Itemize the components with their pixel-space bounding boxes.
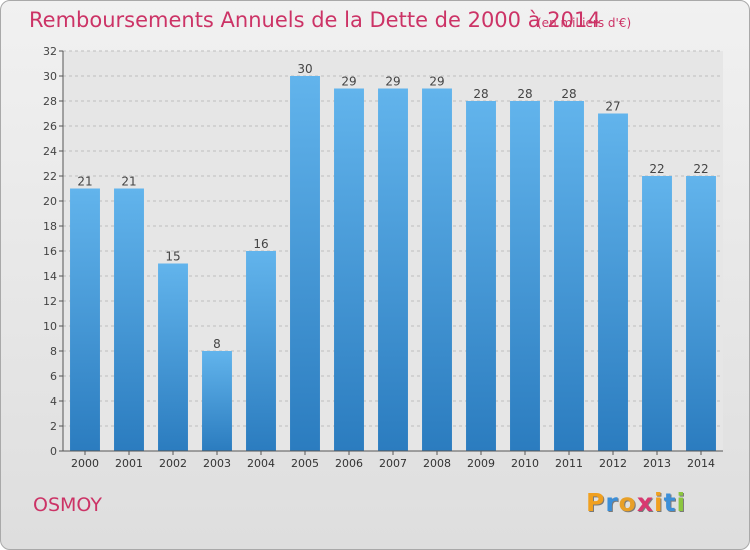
y-tick-label: 4 xyxy=(50,395,57,408)
x-tick-label: 2013 xyxy=(643,457,671,470)
bar-value-label: 22 xyxy=(649,162,664,176)
x-tick-label: 2006 xyxy=(335,457,363,470)
logo-letter: i xyxy=(676,488,687,517)
logo-letter: r xyxy=(605,488,619,517)
x-tick-label: 2000 xyxy=(71,457,99,470)
bar-value-label: 28 xyxy=(517,87,532,101)
logo-letter: o xyxy=(618,488,637,517)
y-tick-label: 10 xyxy=(43,320,57,333)
chart-unit: (en milliers d'€) xyxy=(537,16,632,30)
bar-value-label: 30 xyxy=(297,62,312,76)
bar-value-label: 28 xyxy=(473,87,488,101)
bar-value-label: 28 xyxy=(561,87,576,101)
bar-value-label: 29 xyxy=(429,75,444,89)
bar xyxy=(466,101,496,451)
bar xyxy=(598,113,628,451)
y-tick-label: 24 xyxy=(43,145,57,158)
bar-value-label: 21 xyxy=(121,175,136,189)
y-tick-label: 30 xyxy=(43,70,57,83)
commune-name: OSMOY xyxy=(33,494,102,516)
bar-value-label: 22 xyxy=(693,162,708,176)
logo-letter: x xyxy=(636,488,654,517)
bar-value-label: 29 xyxy=(341,75,356,89)
y-tick-label: 14 xyxy=(43,270,57,283)
bar-value-label: 16 xyxy=(253,237,268,251)
x-tick-label: 2011 xyxy=(555,457,583,470)
logo-letter: t xyxy=(663,488,677,517)
y-tick-label: 20 xyxy=(43,195,57,208)
x-tick-label: 2009 xyxy=(467,457,495,470)
bar xyxy=(554,101,584,451)
bar xyxy=(642,176,672,451)
bar-value-label: 29 xyxy=(385,75,400,89)
bar xyxy=(290,76,320,451)
x-tick-label: 2010 xyxy=(511,457,539,470)
bar-value-label: 27 xyxy=(605,100,620,114)
x-tick-label: 2001 xyxy=(115,457,143,470)
y-tick-label: 12 xyxy=(43,295,57,308)
y-tick-label: 22 xyxy=(43,170,57,183)
x-tick-label: 2003 xyxy=(203,457,231,470)
x-tick-label: 2014 xyxy=(687,457,715,470)
bar-value-label: 8 xyxy=(213,337,221,351)
y-tick-label: 28 xyxy=(43,95,57,108)
y-tick-label: 8 xyxy=(50,345,57,358)
logo-letter: i xyxy=(654,488,664,517)
y-tick-label: 2 xyxy=(50,420,57,433)
bar xyxy=(686,176,716,451)
bar xyxy=(158,263,188,451)
y-tick-label: 16 xyxy=(43,245,57,258)
bar xyxy=(378,88,408,451)
x-tick-label: 2008 xyxy=(423,457,451,470)
bar xyxy=(422,88,452,451)
bar xyxy=(70,188,100,451)
y-tick-label: 6 xyxy=(50,370,57,383)
y-tick-label: 18 xyxy=(43,220,57,233)
logo-letter: P xyxy=(586,488,606,517)
x-tick-label: 2005 xyxy=(291,457,319,470)
bar xyxy=(246,251,276,451)
x-tick-label: 2004 xyxy=(247,457,275,470)
bar xyxy=(334,88,364,451)
bar xyxy=(510,101,540,451)
proxiti-logo: Proxiti xyxy=(586,488,686,517)
y-tick-label: 26 xyxy=(43,120,57,133)
y-tick-label: 0 xyxy=(50,445,57,458)
bar-value-label: 15 xyxy=(165,250,180,264)
x-tick-label: 2007 xyxy=(379,457,407,470)
bar xyxy=(202,351,232,451)
x-tick-label: 2002 xyxy=(159,457,187,470)
bar-value-label: 21 xyxy=(77,175,92,189)
chart-title: Remboursements Annuels de la Dette de 20… xyxy=(29,8,601,32)
y-tick-label: 32 xyxy=(43,45,57,58)
bars: 21 21 15 8 16 30 29 29 29 28 28 28 27 22 22 xyxy=(70,62,716,451)
bar xyxy=(114,188,144,451)
x-tick-label: 2012 xyxy=(599,457,627,470)
